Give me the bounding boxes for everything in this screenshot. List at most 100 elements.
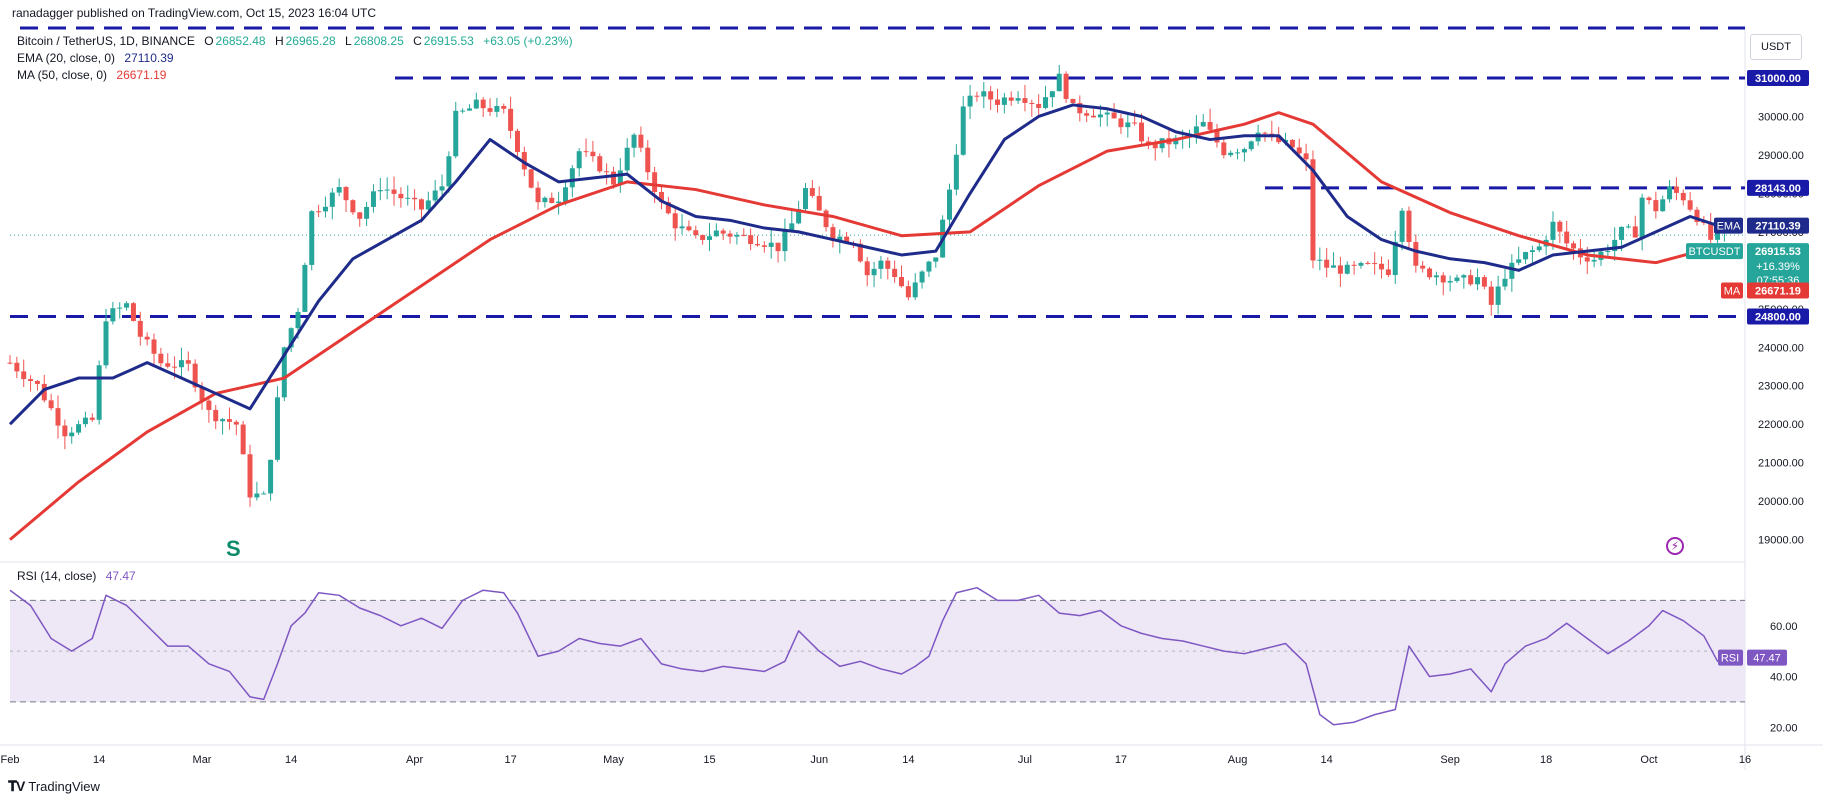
candle-body [1200,122,1206,127]
candle-body [69,432,75,437]
candle-body [1509,262,1515,279]
candle-body [480,99,486,109]
candle-body [1351,264,1357,266]
candle-body [1536,246,1542,251]
price-tag-label-bg [1714,217,1743,234]
candle-body [686,226,692,231]
ema-20-line [8,103,1725,426]
candle-body [226,419,232,422]
candle-body [1337,265,1343,274]
candle-body [953,154,959,190]
candle-body [1015,98,1021,101]
candle-body [425,200,431,210]
candle-body [14,362,20,372]
flash-icon[interactable]: ⚡ [1666,537,1684,555]
candle-body [1605,251,1611,253]
candle-body [1502,278,1508,287]
candle-body [1063,73,1069,99]
candle-body [96,365,102,420]
candle-body [549,197,555,204]
candle-body [1481,277,1487,287]
candle-body [1571,243,1577,249]
candle-body [1214,129,1220,143]
currency-selector[interactable]: USDT [1750,34,1802,60]
candle-body [631,134,637,148]
candle-body [309,211,315,265]
candle-body [1632,226,1638,238]
candle-body [1372,263,1378,265]
candle-body [713,230,719,237]
candle-body [432,190,438,201]
candle-body [1235,152,1241,154]
candle-body [1193,126,1199,134]
candle-body [912,282,918,298]
candle-body [316,211,322,213]
open-value: 26852.48 [215,34,266,48]
candle-body [679,226,685,229]
candle-body [1036,103,1042,108]
ema-legend[interactable]: EMA (20, close, 0) 27110.39 [17,51,174,65]
candle-body [1523,252,1529,260]
candle-body [693,230,699,236]
candle-body [878,260,884,269]
candle-body [322,206,328,212]
candle-body [556,201,562,204]
candle-body [1687,200,1693,210]
candle-body [1139,122,1145,142]
candle-body [172,366,178,368]
candle-body [981,91,987,97]
rsi-legend[interactable]: RSI (14, close) 47.47 [17,569,136,583]
candle-body [48,400,54,409]
high-value: 26965.28 [285,34,336,48]
candle-body [1646,197,1652,201]
candle-body [1447,280,1453,283]
candle-body [405,197,411,199]
candle-body [782,230,788,252]
candle-body [185,360,191,364]
time-tick-label: 15 [703,754,715,766]
candle-body [377,190,383,192]
price-tick-label: 24000.00 [1758,342,1804,354]
candle-body [1241,149,1247,153]
candle-body [1022,98,1028,103]
time-tick-label: 17 [1115,754,1127,766]
candle-body [1070,98,1076,104]
candle-body [823,210,829,228]
candle-body [967,95,973,107]
candle-body [1358,262,1364,266]
ema-legend-value: 27110.39 [124,51,174,65]
candle-body [1008,97,1014,101]
ma-legend-label: MA (50, close, 0) [17,68,108,82]
low-value: 26808.25 [353,34,404,48]
candle-body [727,233,733,237]
ma-legend[interactable]: MA (50, close, 0) 26671.19 [17,68,166,82]
candle-body [1029,102,1035,104]
candle-body [535,187,541,203]
candle-body [528,169,534,188]
candle-body [439,186,445,191]
candle-body [947,189,953,220]
ohlc-values: O 26852.48 H 26965.28 L 26808.25 C 26915.53 … [204,34,573,48]
candle-body [117,307,123,309]
candle-body [1564,231,1570,244]
candle-body [1104,112,1110,115]
rsi-tick-label: 40.00 [1770,672,1798,684]
candle-body [329,192,335,207]
candle-body [501,105,507,109]
candle-body [665,202,671,214]
candle-body [1118,118,1124,128]
footer-brand-text: TradingView [28,779,100,794]
candle-body [1427,268,1433,278]
candle-body [919,271,925,283]
candle-body [562,187,568,202]
candle-body [364,206,370,219]
candle-body [295,311,301,329]
candle-body [1152,143,1158,149]
candle-body [124,303,130,308]
candle-body [754,244,760,246]
candle-body [254,493,260,498]
symbol-title[interactable]: Bitcoin / TetherUS, 1D, BINANCE [17,34,195,48]
price-tag-change: +16.39% [1756,261,1800,273]
candle-body [734,234,740,237]
